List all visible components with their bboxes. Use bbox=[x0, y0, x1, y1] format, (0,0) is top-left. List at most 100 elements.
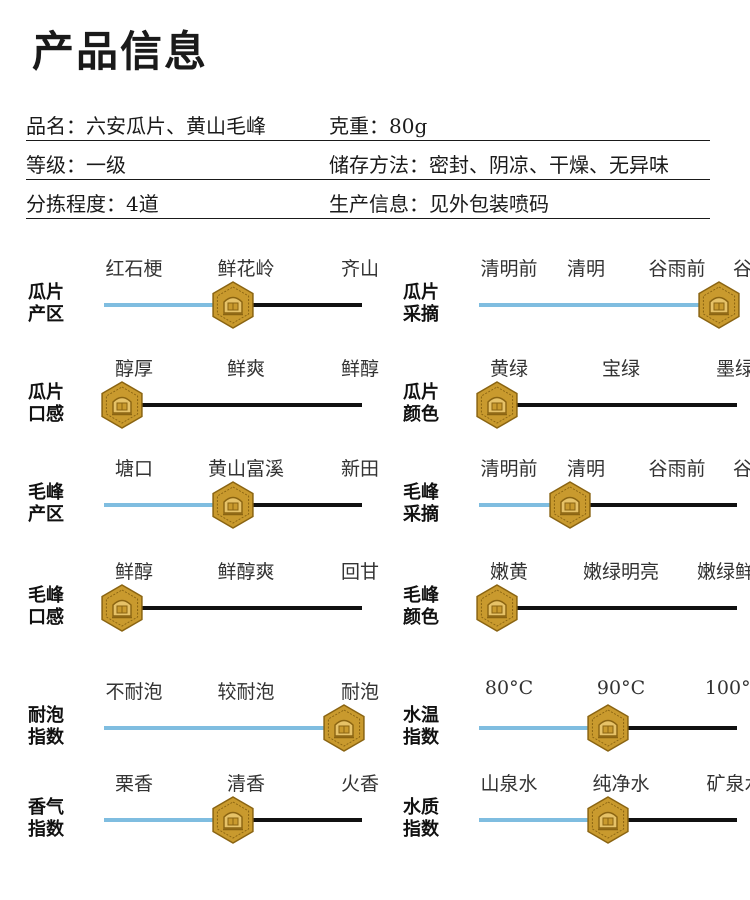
slider-option[interactable]: 矿泉水 bbox=[706, 773, 750, 795]
slider-label-line2: 口感 bbox=[28, 404, 64, 425]
slider-option[interactable]: 红石梗 bbox=[105, 258, 163, 280]
slider-option[interactable]: 不耐泡 bbox=[105, 681, 163, 703]
slider-track[interactable] bbox=[104, 726, 362, 730]
slider-option[interactable]: 清明 bbox=[566, 258, 606, 280]
slider-knob-emblem-icon[interactable] bbox=[584, 796, 632, 844]
slider-option[interactable]: 栗香 bbox=[114, 773, 154, 795]
slider-option[interactable]: 新田 bbox=[340, 458, 380, 480]
slider-knob-emblem-icon[interactable] bbox=[209, 796, 257, 844]
slider-option[interactable]: 鲜花岭 bbox=[217, 258, 275, 280]
slider-fill bbox=[104, 726, 362, 730]
slider-knob-emblem-icon[interactable] bbox=[209, 481, 257, 529]
slider-label-line1: 毛峰 bbox=[403, 482, 439, 503]
slider-option[interactable]: 谷雨 bbox=[732, 458, 750, 480]
slider-label: 耐泡 指数 bbox=[20, 705, 72, 749]
slider-label: 香气 指数 bbox=[20, 797, 72, 841]
slider-fill bbox=[479, 726, 608, 730]
slider-label: 瓜片 颜色 bbox=[395, 382, 447, 426]
slider-option[interactable]: 较耐泡 bbox=[217, 681, 275, 703]
slider-option[interactable]: 山泉水 bbox=[480, 773, 538, 795]
slider-option[interactable]: 嫩绿明亮 bbox=[582, 561, 660, 583]
slider-knob-emblem-icon[interactable] bbox=[473, 381, 521, 429]
slider-label-line2: 指数 bbox=[403, 819, 439, 840]
slider-option[interactable]: 清明前 bbox=[480, 458, 538, 480]
slider-track[interactable] bbox=[479, 606, 737, 610]
slider-knob-emblem-icon[interactable] bbox=[473, 584, 521, 632]
slider-option[interactable]: 鲜醇 bbox=[340, 358, 380, 380]
slider-option[interactable]: 耐泡 bbox=[340, 681, 380, 703]
slider-瓜片颜色[interactable]: 瓜片 颜色 黄绿 宝绿 墨绿 bbox=[395, 350, 750, 445]
slider-knob-emblem-icon[interactable] bbox=[98, 584, 146, 632]
slider-option[interactable]: 谷雨前 bbox=[648, 258, 706, 280]
info-row-2: 等级：一级 储存方法：密封、阴凉、干燥、无异味 bbox=[26, 141, 710, 180]
info-storage: 储存方法：密封、阴凉、干燥、无异味 bbox=[329, 153, 669, 177]
slider-label: 毛峰 采摘 bbox=[395, 482, 447, 526]
slider-knob-emblem-icon[interactable] bbox=[584, 704, 632, 752]
slider-option[interactable]: 醇厚 bbox=[114, 358, 154, 380]
slider-option[interactable]: 鲜醇 bbox=[114, 561, 154, 583]
slider-label-line1: 瓜片 bbox=[403, 382, 439, 403]
slider-option[interactable]: 墨绿 bbox=[715, 358, 750, 380]
slider-knob-emblem-icon[interactable] bbox=[320, 704, 368, 752]
slider-track[interactable] bbox=[104, 403, 362, 407]
slider-option[interactable]: 清明前 bbox=[480, 258, 538, 280]
slider-label-line2: 颜色 bbox=[403, 404, 439, 425]
slider-fill bbox=[479, 818, 608, 822]
slider-knob-emblem-icon[interactable] bbox=[209, 281, 257, 329]
slider-耐泡指数[interactable]: 耐泡 指数 不耐泡 较耐泡 耐泡 bbox=[20, 673, 395, 768]
slider-track[interactable] bbox=[479, 403, 737, 407]
slider-fill bbox=[104, 303, 233, 307]
slider-knob-emblem-icon[interactable] bbox=[546, 481, 594, 529]
slider-option[interactable]: 清明 bbox=[566, 458, 606, 480]
slider-毛峰口感[interactable]: 毛峰 口感 鲜醇 鲜醇爽 回甘 bbox=[20, 553, 395, 648]
slider-option[interactable]: 黄绿 bbox=[489, 358, 529, 380]
info-weight: 克重：80g bbox=[329, 114, 428, 138]
slider-track[interactable] bbox=[479, 503, 737, 507]
slider-label: 瓜片 口感 bbox=[20, 382, 72, 426]
slider-option[interactable]: 鲜醇爽 bbox=[217, 561, 275, 583]
slider-fill bbox=[104, 503, 233, 507]
slider-option[interactable]: 齐山 bbox=[340, 258, 380, 280]
info-row-1: 品名：六安瓜片、黄山毛峰 克重：80g bbox=[26, 102, 710, 141]
slider-option[interactable]: 嫩黄 bbox=[489, 561, 529, 583]
slider-track[interactable] bbox=[479, 303, 737, 307]
slider-香气指数[interactable]: 香气 指数 栗香 清香 火香 bbox=[20, 765, 395, 860]
slider-label-line2: 指数 bbox=[403, 727, 439, 748]
slider-label: 毛峰 口感 bbox=[20, 585, 72, 629]
slider-label-line2: 口感 bbox=[28, 607, 64, 628]
info-grade: 等级：一级 bbox=[26, 153, 126, 177]
slider-knob-emblem-icon[interactable] bbox=[98, 381, 146, 429]
slider-option[interactable]: 谷雨前 bbox=[648, 458, 706, 480]
slider-option[interactable]: 宝绿 bbox=[601, 358, 641, 380]
slider-option[interactable]: 嫩绿鲜亮 bbox=[696, 561, 750, 583]
slider-label: 瓜片 采摘 bbox=[395, 282, 447, 326]
slider-label-line2: 颜色 bbox=[403, 607, 439, 628]
slider-label: 瓜片 产区 bbox=[20, 282, 72, 326]
slider-option[interactable]: 回甘 bbox=[340, 561, 380, 583]
slider-track[interactable] bbox=[104, 606, 362, 610]
slider-option[interactable]: 100°C bbox=[704, 677, 750, 699]
slider-label: 毛峰 产区 bbox=[20, 482, 72, 526]
slider-option[interactable]: 黄山富溪 bbox=[207, 458, 285, 480]
slider-毛峰产区[interactable]: 毛峰 产区 塘口 黄山富溪 新田 bbox=[20, 450, 395, 545]
slider-option[interactable]: 火香 bbox=[340, 773, 380, 795]
slider-option[interactable]: 谷雨 bbox=[732, 258, 750, 280]
page-title: 产品信息 bbox=[32, 27, 209, 76]
slider-瓜片产区[interactable]: 瓜片 产区 红石梗 鲜花岭 齐山 bbox=[20, 250, 395, 345]
slider-fill bbox=[479, 303, 737, 307]
slider-label-line1: 香气 bbox=[28, 797, 64, 818]
slider-option[interactable]: 塘口 bbox=[114, 458, 154, 480]
slider-option[interactable]: 80°C bbox=[484, 677, 534, 699]
slider-label-line2: 产区 bbox=[28, 304, 64, 325]
slider-option[interactable]: 鲜爽 bbox=[226, 358, 266, 380]
slider-瓜片口感[interactable]: 瓜片 口感 醇厚 鲜爽 鲜醇 bbox=[20, 350, 395, 445]
slider-option[interactable]: 90°C bbox=[596, 677, 646, 699]
slider-knob-emblem-icon[interactable] bbox=[695, 281, 743, 329]
slider-option[interactable]: 纯净水 bbox=[592, 773, 650, 795]
slider-option[interactable]: 清香 bbox=[226, 773, 266, 795]
